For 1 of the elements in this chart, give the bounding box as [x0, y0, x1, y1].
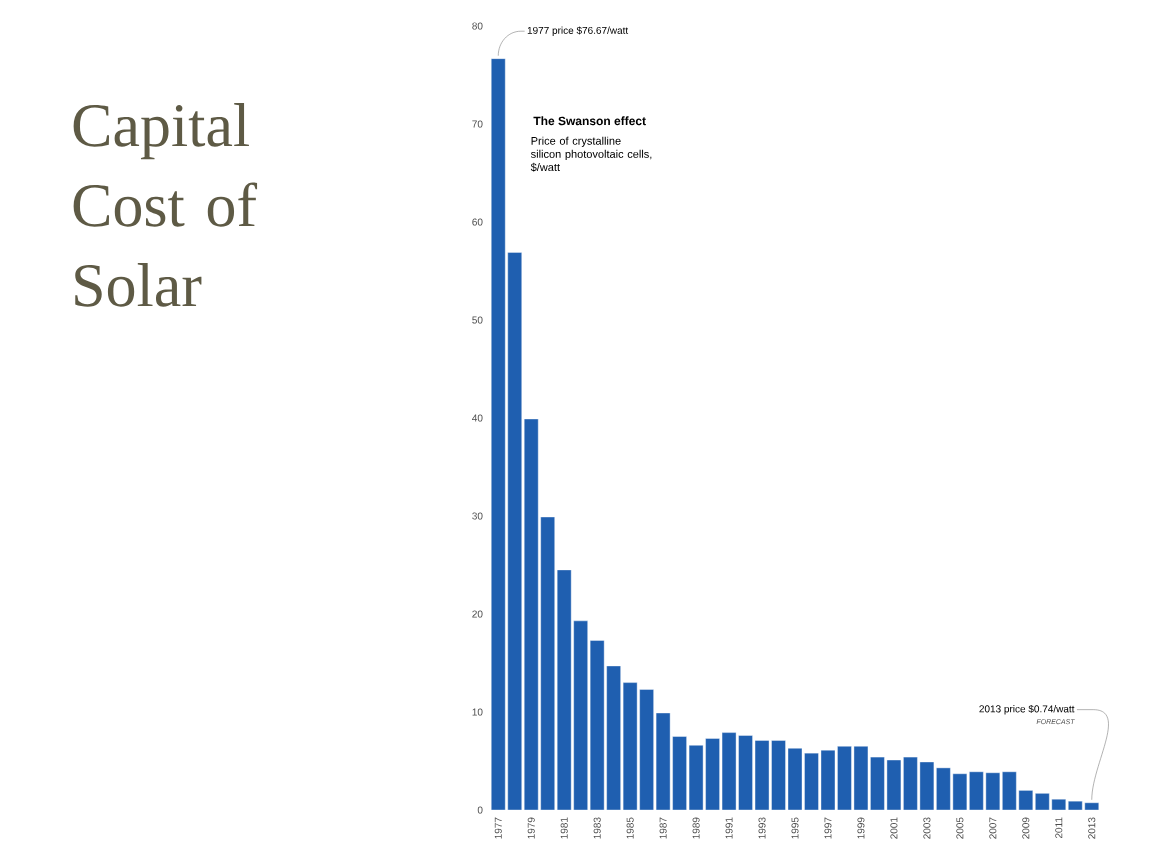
text: Capital Cost of Solar [73, 103, 258, 307]
